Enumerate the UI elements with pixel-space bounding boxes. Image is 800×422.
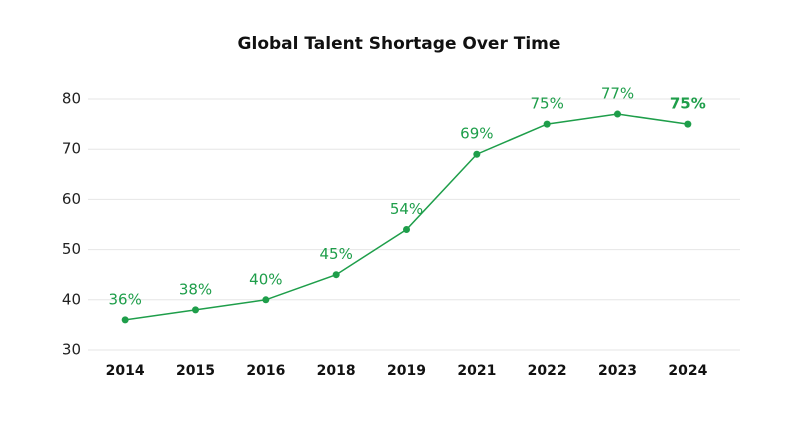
point bbox=[403, 226, 410, 234]
x-tick-label: 2019 bbox=[387, 363, 426, 379]
point bbox=[121, 316, 129, 324]
value-label: 69% bbox=[460, 125, 493, 143]
x-tick-label: 2023 bbox=[598, 363, 637, 379]
value-label: 45% bbox=[319, 245, 352, 263]
value-label: 36% bbox=[108, 290, 141, 308]
x-tick-label: 2015 bbox=[176, 363, 215, 379]
y-tick-label: 40 bbox=[62, 290, 81, 308]
point bbox=[332, 271, 340, 279]
value-label: 54% bbox=[390, 200, 423, 218]
chart-title: Global Talent Shortage Over Time bbox=[238, 34, 561, 54]
value-label: 38% bbox=[179, 280, 212, 298]
point bbox=[473, 150, 481, 158]
value-label: 75% bbox=[530, 95, 563, 113]
value-label: 77% bbox=[601, 85, 634, 103]
point bbox=[192, 306, 199, 314]
y-tick-label: 80 bbox=[62, 90, 81, 108]
x-tick-label: 2014 bbox=[106, 363, 145, 379]
y-tick-label: 70 bbox=[62, 140, 81, 158]
point bbox=[262, 296, 270, 304]
point bbox=[684, 120, 692, 128]
y-tick-label: 60 bbox=[62, 190, 81, 208]
x-tick-label: 2016 bbox=[246, 363, 285, 379]
value-label: 75% bbox=[670, 95, 706, 113]
x-tick-label: 2022 bbox=[528, 363, 567, 379]
x-tick-label: 2024 bbox=[668, 363, 707, 379]
y-tick-label: 50 bbox=[62, 240, 81, 258]
point bbox=[543, 120, 551, 128]
x-tick-label: 2021 bbox=[457, 363, 496, 379]
value-label: 40% bbox=[249, 270, 282, 288]
x-tick-label: 2018 bbox=[317, 363, 356, 379]
y-tick-label: 30 bbox=[62, 341, 81, 359]
point bbox=[614, 110, 621, 118]
